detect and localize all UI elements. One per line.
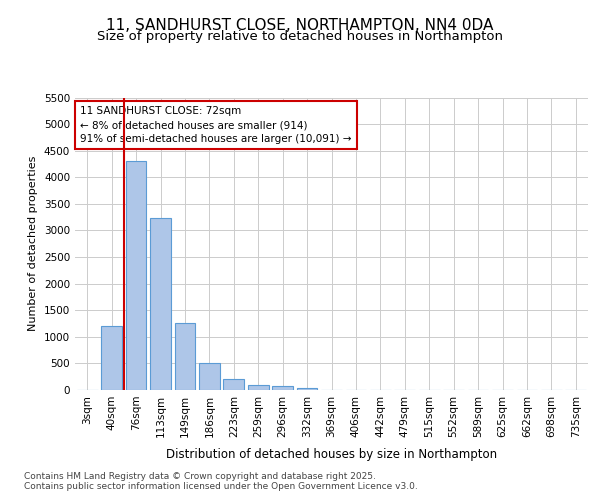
Bar — [248, 384, 269, 390]
Bar — [296, 388, 317, 390]
Bar — [272, 386, 293, 390]
Bar — [150, 218, 171, 390]
Bar — [199, 364, 220, 390]
Y-axis label: Number of detached properties: Number of detached properties — [28, 156, 38, 332]
Bar — [175, 323, 196, 390]
Bar — [125, 161, 146, 390]
Text: 11 SANDHURST CLOSE: 72sqm
← 8% of detached houses are smaller (914)
91% of semi-: 11 SANDHURST CLOSE: 72sqm ← 8% of detach… — [80, 106, 352, 144]
Text: 11, SANDHURST CLOSE, NORTHAMPTON, NN4 0DA: 11, SANDHURST CLOSE, NORTHAMPTON, NN4 0D… — [106, 18, 494, 32]
Bar — [101, 326, 122, 390]
X-axis label: Distribution of detached houses by size in Northampton: Distribution of detached houses by size … — [166, 448, 497, 461]
Text: Contains HM Land Registry data © Crown copyright and database right 2025.: Contains HM Land Registry data © Crown c… — [24, 472, 376, 481]
Bar — [223, 379, 244, 390]
Text: Contains public sector information licensed under the Open Government Licence v3: Contains public sector information licen… — [24, 482, 418, 491]
Text: Size of property relative to detached houses in Northampton: Size of property relative to detached ho… — [97, 30, 503, 43]
